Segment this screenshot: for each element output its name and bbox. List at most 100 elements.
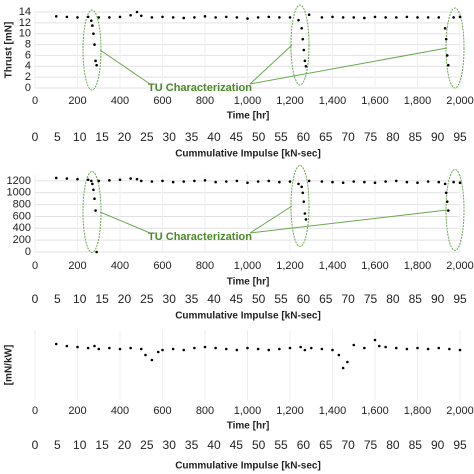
data-point (224, 347, 228, 351)
data-point (445, 54, 449, 57)
x2-tick-label: 25 (140, 292, 154, 306)
data-point (363, 346, 366, 350)
data-point (171, 16, 175, 19)
x2-axis-title: Cummulative Impulse [kN-sec] (175, 311, 321, 322)
x-tick-label: 1,800 (404, 95, 432, 107)
data-point (416, 181, 419, 184)
data-point (171, 180, 175, 184)
data-point (437, 346, 441, 350)
data-point (171, 347, 175, 351)
x-tick-label: 400 (111, 95, 129, 107)
data-point (224, 15, 228, 19)
data-point (384, 345, 387, 349)
data-point (129, 346, 132, 350)
data-point (86, 178, 90, 182)
x2-tick-label: 75 (364, 292, 378, 306)
data-point (203, 179, 207, 182)
x-tick-label: 0 (32, 405, 38, 417)
x2-tick-label: 45 (230, 438, 244, 452)
x2-tick-label: 80 (386, 292, 400, 306)
y-tick-label: 600 (13, 210, 31, 222)
data-point (95, 250, 98, 254)
annotation: TU Characterization (148, 231, 252, 243)
x2-tick-label: 95 (453, 292, 467, 306)
data-point (90, 19, 93, 22)
x2-tick-label: 70 (341, 292, 355, 306)
data-point (246, 346, 249, 350)
data-point (92, 32, 95, 36)
data-point (54, 15, 58, 18)
x2-tick-label: 35 (185, 292, 199, 306)
data-point (416, 16, 419, 19)
x-tick-label: 1,000 (234, 95, 262, 107)
highlight-ellipse (82, 9, 102, 91)
x-tick-label: 600 (153, 260, 171, 272)
data-point (352, 16, 356, 19)
data-point (76, 177, 79, 181)
x2-tick-label: 75 (364, 130, 378, 144)
y-tick-label: 0 (25, 82, 31, 94)
x-tick-label: 1,400 (319, 260, 347, 272)
x-tick-label: 1,800 (404, 405, 432, 417)
data-point (445, 200, 449, 203)
x2-tick-label: 25 (140, 130, 154, 144)
data-point (182, 180, 186, 183)
data-point (108, 16, 111, 19)
data-point (373, 181, 377, 184)
x-tick-label: 1,400 (319, 405, 347, 417)
data-point (278, 16, 281, 19)
x2-tick-label: 20 (118, 130, 132, 144)
data-point (182, 348, 186, 352)
highlight-ellipse (445, 7, 465, 89)
x2-axis-title: Cummulative Impulse [kN-sec] (175, 149, 321, 160)
data-point (458, 348, 462, 352)
x2-tick-label: 65 (319, 438, 333, 452)
data-point (182, 16, 186, 20)
data-point (65, 177, 69, 180)
x2-tick-label: 70 (341, 130, 355, 144)
y-axis-title: [mN/kW] (4, 345, 15, 386)
y-tick-label: 8 (25, 38, 31, 50)
data-point (337, 353, 341, 357)
data-point (437, 180, 441, 184)
x-tick-label: 2,000 (446, 260, 474, 272)
arrow (249, 205, 293, 234)
data-point (405, 15, 409, 19)
y-tick-label: 1000 (7, 187, 31, 199)
x2-tick-label: 25 (140, 438, 154, 452)
data-point (301, 191, 305, 195)
data-point (193, 16, 196, 19)
arrow (249, 209, 448, 234)
x2-tick-label: 55 (274, 130, 288, 144)
data-point (90, 179, 93, 183)
x-tick-label: 600 (153, 95, 171, 107)
data-point (118, 178, 122, 182)
x2-tick-label: 90 (431, 130, 445, 144)
arrow (99, 211, 151, 234)
data-point (235, 348, 239, 352)
data-point (97, 179, 101, 183)
x-tick-label: 200 (68, 260, 86, 272)
data-point (92, 188, 95, 192)
data-point (331, 348, 334, 352)
x-tick-label: 0 (32, 260, 38, 272)
data-point (373, 338, 377, 342)
x2-tick-label: 55 (274, 292, 288, 306)
x-tick-label: 200 (68, 95, 86, 107)
y-axis-title: Thrust [mN] (4, 22, 15, 79)
y-tick-label: 4 (25, 60, 31, 72)
data-point (309, 346, 313, 350)
data-point (139, 347, 143, 351)
x-tick-label: 800 (196, 405, 214, 417)
data-point (267, 179, 271, 183)
data-point (108, 346, 111, 350)
data-point (193, 179, 196, 183)
data-point (426, 16, 430, 19)
x-axis-title: Time [hr] (227, 421, 270, 432)
y-tick-label: 10 (19, 28, 31, 40)
data-point (91, 182, 94, 186)
data-point (394, 16, 398, 19)
x2-tick-label: 10 (73, 438, 87, 452)
x2-tick-label: 80 (386, 130, 400, 144)
data-point (416, 346, 419, 350)
